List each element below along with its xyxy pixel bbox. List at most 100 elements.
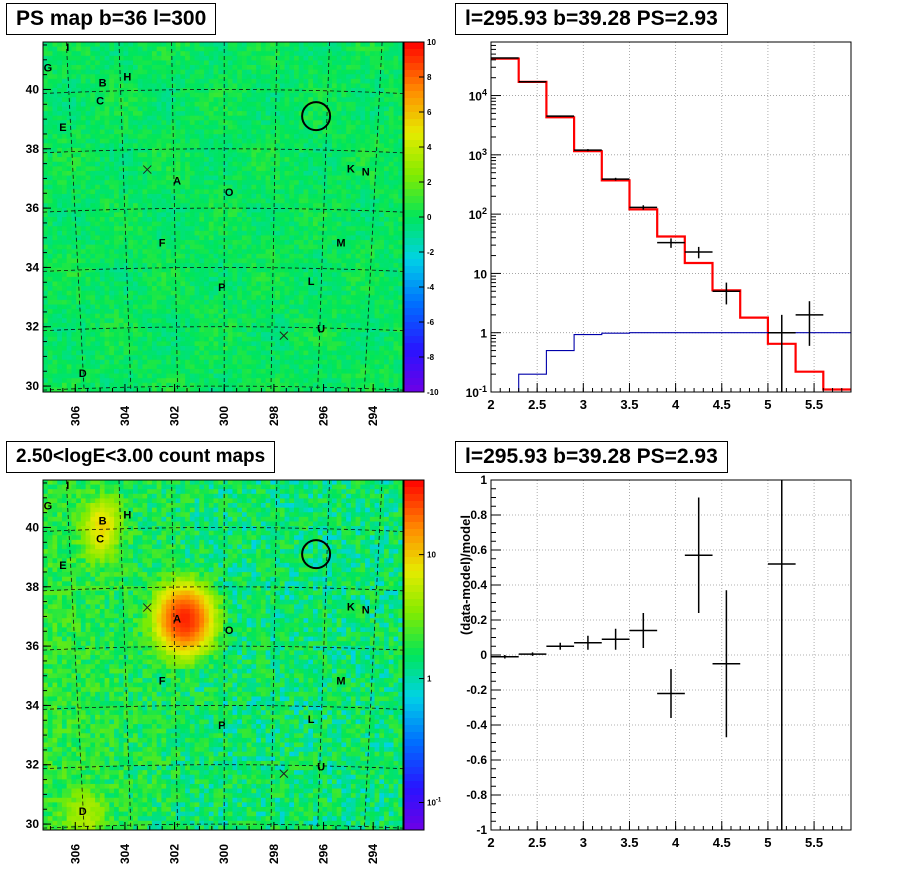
ps-map-cell xyxy=(279,166,285,172)
ps-map-cell xyxy=(71,368,77,374)
ps-map-cell xyxy=(298,106,304,112)
ps-map-cell xyxy=(175,368,181,374)
ps-map-cell xyxy=(123,198,129,204)
ps-map-cell xyxy=(85,129,91,135)
ps-map-cell xyxy=(284,143,290,149)
ps-map-cell xyxy=(142,170,148,176)
ps-map-cell xyxy=(303,286,309,292)
ps-map-cell xyxy=(237,60,243,66)
ps-map-cell xyxy=(189,355,195,361)
ps-map-cell xyxy=(52,240,58,246)
ps-map-cell xyxy=(180,203,186,209)
ps-map-cell xyxy=(71,69,77,75)
ps-map-cell xyxy=(142,101,148,107)
ps-map-cell xyxy=(232,129,238,135)
ps-map-cell xyxy=(336,221,342,227)
ps-map-cell xyxy=(294,336,300,342)
ps-map-cell xyxy=(256,166,262,172)
ps-map-cell xyxy=(270,207,276,213)
ps-map-cell xyxy=(279,161,285,167)
ps-map-cell xyxy=(166,69,172,75)
ps-map-cell xyxy=(317,166,323,172)
ps-map-cell xyxy=(346,60,352,66)
ps-map-cell xyxy=(156,364,162,370)
ps-map-cell xyxy=(76,78,82,84)
ps-map-cell xyxy=(265,51,271,57)
ps-map-cell xyxy=(57,235,63,241)
ps-map-cell xyxy=(208,92,214,98)
ps-map-cell xyxy=(185,336,191,342)
ps-map-cell xyxy=(275,120,281,126)
ps-map-cell xyxy=(151,368,158,374)
ps-map-cell xyxy=(232,295,238,301)
ps-map-cell xyxy=(142,230,148,236)
ps-map-cell xyxy=(43,226,49,232)
ps-map-cell xyxy=(322,290,328,296)
ps-map-cell xyxy=(161,364,167,370)
ps-map-cell xyxy=(317,336,323,342)
ps-map-cell xyxy=(114,129,120,135)
ps-map-cell xyxy=(104,138,110,144)
ps-map-cell xyxy=(241,290,248,296)
ps-map-cell xyxy=(147,74,153,80)
ps-map-cell xyxy=(251,193,257,199)
ps-map-cell xyxy=(218,166,224,172)
ps-map-cell xyxy=(204,263,210,269)
ps-map-cell xyxy=(227,378,233,384)
ps-map-cell xyxy=(260,74,267,80)
ps-map-cell xyxy=(350,203,357,209)
ps-map-cell xyxy=(180,295,186,301)
ps-map-cell xyxy=(61,240,68,246)
ps-map-cell xyxy=(104,42,110,48)
ps-map-cell xyxy=(52,147,58,153)
ps-map-cell xyxy=(260,92,267,98)
ps-map-cell xyxy=(80,88,87,94)
ps-map-cell xyxy=(227,120,233,126)
ps-map-cell xyxy=(175,290,181,296)
ps-map-cell xyxy=(57,69,63,75)
ps-map-cell xyxy=(128,290,134,296)
ps-map-cell xyxy=(279,157,285,163)
ps-map-cell xyxy=(142,157,148,163)
ps-map-cell xyxy=(270,387,276,393)
ps-map-cell xyxy=(123,74,129,80)
ps-map-cell xyxy=(142,272,148,278)
ps-map-cell xyxy=(95,203,101,209)
ps-map-cell xyxy=(47,134,53,140)
ps-map-cell xyxy=(331,378,338,384)
ps-map-cell xyxy=(133,272,139,278)
ps-map-cell xyxy=(194,267,200,273)
ps-map-cell xyxy=(199,180,205,186)
ps-map-cell xyxy=(194,170,200,176)
ps-map-cell xyxy=(270,253,276,259)
ps-map-cell xyxy=(237,212,243,218)
ps-map-cell xyxy=(43,120,49,126)
ps-map-cell xyxy=(317,364,323,370)
ps-map-cell xyxy=(279,46,285,52)
ps-map-cell xyxy=(341,387,347,393)
ps-map-cell xyxy=(71,272,77,278)
ps-map-cell xyxy=(294,189,300,195)
ps-map-cell xyxy=(204,180,210,186)
ps-map-cell xyxy=(322,350,328,356)
ps-map-cell xyxy=(346,97,352,103)
ps-map-cell xyxy=(166,55,172,61)
ps-map-cell xyxy=(237,129,243,135)
ps-map-cell xyxy=(66,69,72,75)
ps-map-cell xyxy=(223,189,229,195)
ps-map-cell xyxy=(275,97,281,103)
ps-map-cell xyxy=(227,226,233,232)
ps-map-cell xyxy=(341,355,347,361)
ps-map-cell xyxy=(313,364,319,370)
ps-map-cell xyxy=(170,51,177,57)
ps-map-cell xyxy=(199,336,205,342)
ps-map-cell xyxy=(147,378,153,384)
ps-map-cell xyxy=(199,60,205,66)
ps-map-cell xyxy=(322,368,328,374)
ps-map-cell xyxy=(61,170,68,176)
ps-map-cell xyxy=(270,184,276,190)
ps-map-cell xyxy=(180,249,186,255)
ps-map-cell xyxy=(161,221,167,227)
ps-map-cell xyxy=(341,180,347,186)
ps-map-cell xyxy=(52,332,58,338)
